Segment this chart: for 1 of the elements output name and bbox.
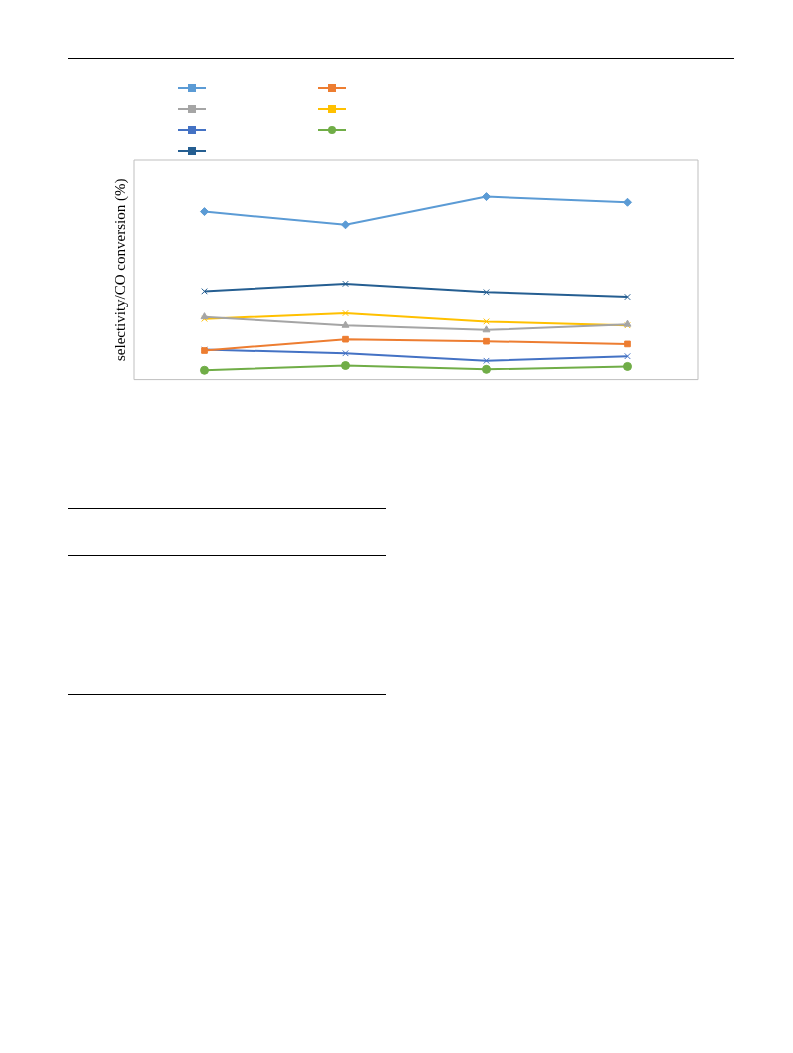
y-axis-title: selectivity/CO conversion (%): [111, 178, 129, 362]
